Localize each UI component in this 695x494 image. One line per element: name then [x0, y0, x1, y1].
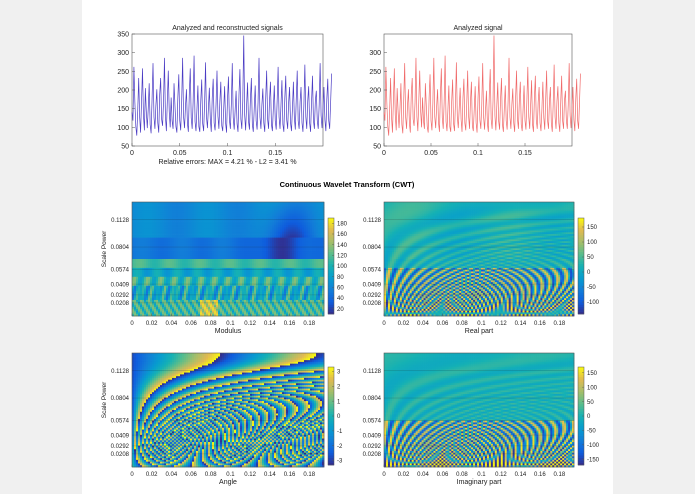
- y-tick-label: 100: [369, 125, 381, 132]
- x-axis-label: Relative errors: MAX = 4.21 % - L2 = 3.4…: [158, 159, 296, 166]
- y-tick-label: 350: [117, 32, 129, 39]
- chart-title: Analyzed and reconstructed signals: [172, 25, 283, 32]
- y-tick-label: 300: [117, 50, 129, 57]
- chart-title: Analyzed signal: [453, 25, 502, 32]
- line-chart-1: 0 0.05 0.1 0.15 50 100 150 200 250 300 350 Analyzed…: [117, 25, 331, 166]
- x-tick-label: 0.15: [268, 150, 282, 157]
- x-tick-label: 0.05: [173, 150, 187, 157]
- figure-title: Continuous Wavelet Transform (CWT): [280, 180, 415, 189]
- y-tick-label: 200: [117, 88, 129, 95]
- heatmap-cells: [132, 202, 324, 316]
- x-tick-label: 0: [130, 150, 134, 157]
- y-tick-label: 100: [117, 125, 129, 132]
- y-tick-label: 150: [369, 106, 381, 113]
- line-chart-2: 0 0.05 0.1 0.15 50 100 150 200 250 300 Analyzed si…: [369, 25, 580, 157]
- y-tick-label: 200: [369, 88, 381, 95]
- x-tick-label: 0: [382, 150, 386, 157]
- y-tick-label: 250: [369, 69, 381, 76]
- x-tick-label: 0.05: [424, 150, 438, 157]
- x-tick-label: 0.15: [518, 150, 532, 157]
- heatmap-modulus: 0 0.02 0.04 0.06 0.08 0.1 0.12 0.14 0.16 0.180.11…: [101, 202, 348, 335]
- y-tick-label: 150: [117, 106, 129, 113]
- y-tick-label: 300: [369, 50, 381, 57]
- y-tick-label: 250: [117, 69, 129, 76]
- x-tick-label: 0.1: [223, 150, 233, 157]
- y-tick-label: 50: [373, 144, 381, 151]
- y-tick-label: 50: [121, 144, 129, 151]
- x-tick-label: 0.1: [473, 150, 483, 157]
